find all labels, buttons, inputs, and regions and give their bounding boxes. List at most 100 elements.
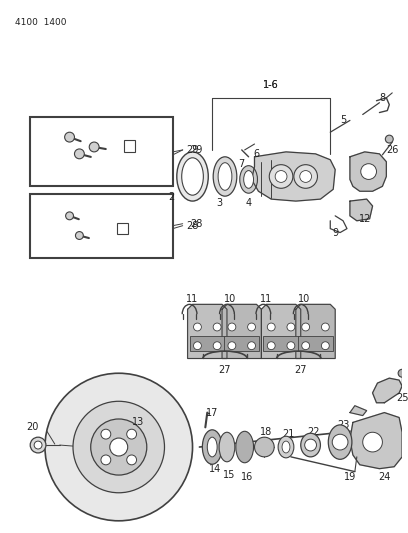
Circle shape [193,342,202,350]
Circle shape [269,165,293,188]
Text: 5: 5 [340,116,346,125]
Text: 4100  1400: 4100 1400 [16,18,67,27]
Ellipse shape [219,432,235,462]
Text: 12: 12 [359,214,371,224]
Ellipse shape [278,436,294,458]
Text: 1-6: 1-6 [263,80,279,90]
Polygon shape [296,304,335,359]
Text: 16: 16 [240,472,253,481]
Circle shape [287,323,295,331]
Bar [117,223,128,233]
Text: 10: 10 [224,294,236,304]
Circle shape [322,342,329,350]
Text: 3: 3 [216,198,222,208]
Circle shape [64,132,75,142]
Circle shape [361,164,377,180]
Circle shape [75,231,83,239]
Polygon shape [350,152,386,191]
Circle shape [213,323,221,331]
Circle shape [300,171,312,182]
Text: 6: 6 [253,149,259,159]
Circle shape [228,342,236,350]
Ellipse shape [202,430,222,464]
Circle shape [66,212,73,220]
Circle shape [75,149,84,159]
Text: 17: 17 [206,408,218,417]
Ellipse shape [240,166,257,193]
Circle shape [91,419,147,475]
Text: 22: 22 [307,427,320,437]
Text: 11: 11 [260,294,273,304]
Text: 25: 25 [396,393,408,403]
Circle shape [267,342,275,350]
Text: 8: 8 [379,93,386,103]
Text: 26: 26 [386,145,399,155]
Polygon shape [350,199,373,221]
Polygon shape [222,304,262,359]
Circle shape [275,171,287,182]
Circle shape [34,441,42,449]
Circle shape [267,323,275,331]
Circle shape [213,342,221,350]
Polygon shape [350,406,367,416]
Text: 21: 21 [282,429,294,439]
Bar [30,117,173,187]
Bar [30,194,173,258]
Circle shape [30,437,46,453]
Text: 11: 11 [186,294,199,304]
Text: 19: 19 [344,472,356,481]
Bar [124,140,135,152]
Text: 13: 13 [132,417,144,427]
Ellipse shape [282,441,290,453]
Circle shape [332,434,348,450]
Ellipse shape [244,171,253,188]
Circle shape [89,142,99,152]
Text: 28: 28 [191,219,203,229]
Polygon shape [350,413,402,469]
Text: 10: 10 [297,294,310,304]
Circle shape [73,401,164,493]
Circle shape [305,439,317,451]
Ellipse shape [213,157,237,196]
Circle shape [302,323,310,331]
Text: 18: 18 [260,427,273,437]
Text: 27: 27 [219,365,231,375]
Circle shape [287,342,295,350]
Circle shape [248,342,255,350]
Polygon shape [262,304,301,359]
Circle shape [45,373,193,521]
Bar [298,336,333,351]
Text: 7: 7 [239,159,245,169]
Ellipse shape [236,431,253,463]
Circle shape [101,455,111,465]
Circle shape [302,342,310,350]
Text: 1-6: 1-6 [263,80,279,90]
Circle shape [127,429,137,439]
Circle shape [193,323,202,331]
Text: 15: 15 [223,470,235,480]
Text: 9: 9 [332,228,338,238]
Text: 28: 28 [186,221,199,231]
Text: 20: 20 [26,422,38,432]
Polygon shape [188,304,227,359]
Text: 14: 14 [209,464,221,474]
Circle shape [248,323,255,331]
Circle shape [228,323,236,331]
Ellipse shape [182,158,203,195]
Text: 2: 2 [168,192,174,202]
Text: 24: 24 [378,472,390,481]
Circle shape [322,323,329,331]
Bar [224,336,259,351]
Circle shape [294,165,317,188]
Text: 29: 29 [186,145,199,155]
Text: 4: 4 [246,198,252,208]
Polygon shape [373,378,402,403]
Ellipse shape [218,163,232,190]
Ellipse shape [301,433,320,457]
Polygon shape [252,152,335,201]
Bar [190,336,225,351]
Bar [263,336,299,351]
Ellipse shape [177,152,208,201]
Ellipse shape [328,425,352,459]
Circle shape [398,369,406,377]
